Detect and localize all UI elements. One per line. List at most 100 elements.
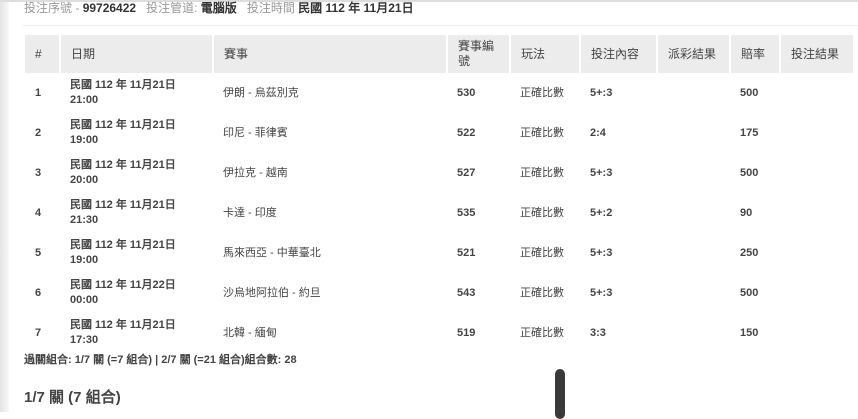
- time-value: 民國 112 年 11月21日: [298, 1, 414, 15]
- cell-match: 伊拉克 - 越南: [223, 166, 288, 179]
- scrollbar-thumb[interactable]: [555, 369, 565, 419]
- cell-odds: 500: [740, 166, 759, 179]
- top-border: [0, 0, 858, 2]
- table-row: 6 民國 112 年 11月22日 00:00 沙烏地阿拉伯 - 約旦 543 正確比數 5…: [25, 273, 853, 313]
- time-text: 20:00: [70, 174, 99, 186]
- cell-bet: 5+:3: [590, 246, 613, 259]
- cell-date: 民國 112 年 11月21日 17:30: [60, 313, 213, 353]
- column-header: 派彩結果: [656, 35, 730, 73]
- cell-result: [780, 113, 853, 153]
- cell-no: 5: [35, 246, 42, 259]
- column-header: 賠率: [729, 35, 780, 73]
- cell-no: 6: [35, 286, 42, 299]
- cell-result: [780, 233, 853, 273]
- cell-code: 543: [457, 286, 476, 299]
- cell-play: 正確比數: [520, 246, 564, 259]
- time-text: 19:00: [70, 134, 99, 146]
- time-text: 00:00: [70, 294, 99, 306]
- column-header: 賽事編號: [446, 35, 510, 73]
- cell-bet: 3:3: [590, 326, 606, 339]
- cell-play: 正確比數: [520, 166, 564, 179]
- table-row: 5 民國 112 年 11月21日 19:00 馬來西亞 - 中華臺北 521 正確比數 5…: [25, 233, 853, 273]
- date-text: 民國 112 年 11月21日: [70, 319, 176, 331]
- cell-bet: 2:4: [590, 126, 606, 139]
- cell-bet: 5+:3: [590, 286, 613, 299]
- table-row: 4 民國 112 年 11月21日 21:30 卡達 - 印度 535 正確比數 5+:2 9…: [25, 193, 853, 233]
- date-text: 民國 112 年 11月21日: [70, 79, 176, 91]
- cell-no: 2: [35, 126, 42, 139]
- cell-payout: [657, 233, 730, 273]
- cell-no: 3: [35, 166, 42, 179]
- time-text: 19:00: [70, 254, 99, 266]
- bet-table: # 日期 賽事 賽事編號 玩法 投注內容 派彩結果 賠率 投注結果 1 民國 112 年 11月2…: [25, 35, 853, 353]
- cell-bet: 5+:3: [590, 166, 613, 179]
- table-row: 7 民國 112 年 11月21日 17:30 北韓 - 緬甸 519 正確比數 3:3 15…: [25, 313, 853, 353]
- cell-play: 正確比數: [520, 206, 564, 219]
- time-label: 投注時間: [246, 1, 295, 15]
- cell-play: 正確比數: [520, 286, 564, 299]
- cell-code: 530: [457, 86, 476, 99]
- cell-match: 北韓 - 緬甸: [223, 326, 277, 339]
- cell-result: [780, 273, 853, 313]
- cell-result: [780, 313, 853, 353]
- cell-result: [780, 193, 853, 233]
- column-header: 投注結果: [779, 35, 853, 73]
- column-header: 日期: [59, 35, 213, 73]
- cell-code: 535: [457, 206, 476, 219]
- table-row: 1 民國 112 年 11月21日 21:00 伊朗 - 烏茲別克 530 正確比數 5+:…: [25, 73, 853, 113]
- cell-no: 7: [35, 326, 42, 339]
- time-text: 21:00: [70, 94, 99, 106]
- cell-date: 民國 112 年 11月21日 19:00: [60, 233, 213, 273]
- cell-code: 521: [457, 246, 476, 259]
- date-text: 民國 112 年 11月22日: [70, 279, 176, 291]
- cell-payout: [657, 73, 730, 113]
- date-text: 民國 112 年 11月21日: [70, 199, 176, 211]
- cell-no: 4: [35, 206, 42, 219]
- cell-payout: [657, 113, 730, 153]
- table-row: 2 民國 112 年 11月21日 19:00 印尼 - 菲律賓 522 正確比數 2:4 1…: [25, 113, 853, 153]
- cell-match: 伊朗 - 烏茲別克: [223, 86, 299, 99]
- cell-payout: [657, 273, 730, 313]
- channel-label: 投注管道:: [146, 1, 198, 15]
- cell-play: 正確比數: [520, 126, 564, 139]
- cell-payout: [657, 313, 730, 353]
- cell-date: 民國 112 年 11月21日 21:30: [60, 193, 213, 233]
- serial-label: 投注序號: [24, 1, 73, 15]
- column-header: 投注內容: [579, 35, 657, 73]
- cell-play: 正確比數: [520, 86, 564, 99]
- cell-code: 527: [457, 166, 476, 179]
- cell-code: 519: [457, 326, 476, 339]
- column-header: #: [25, 35, 60, 73]
- left-edge-shadow: [0, 0, 9, 412]
- cell-result: [780, 153, 853, 193]
- section-title: 1/7 關 (7 組合): [24, 389, 121, 406]
- date-text: 民國 112 年 11月21日: [70, 239, 176, 251]
- date-text: 民國 112 年 11月21日: [70, 159, 176, 171]
- cell-result: [780, 73, 853, 113]
- parlay-summary: 過關組合: 1/7 關 (=7 組合) | 2/7 關 (=21 組合)組合數:…: [24, 354, 297, 366]
- date-text: 民國 112 年 11月21日: [70, 119, 176, 131]
- cell-date: 民國 112 年 11月21日 21:00: [60, 73, 213, 113]
- cell-match: 馬來西亞 - 中華臺北: [223, 246, 321, 259]
- cell-no: 1: [35, 86, 42, 99]
- column-header: 玩法: [509, 35, 580, 73]
- cell-date: 民國 112 年 11月21日 20:00: [60, 153, 213, 193]
- cell-odds: 90: [740, 206, 753, 219]
- cell-match: 卡達 - 印度: [223, 206, 277, 219]
- cell-bet: 5+:2: [590, 206, 613, 219]
- cell-odds: 150: [740, 326, 759, 339]
- cell-payout: [657, 193, 730, 233]
- cell-match: 印尼 - 菲律賓: [223, 126, 288, 139]
- cell-bet: 5+:3: [590, 86, 613, 99]
- cell-date: 民國 112 年 11月21日 19:00: [60, 113, 213, 153]
- time-text: 17:30: [70, 334, 99, 346]
- cell-odds: 175: [740, 126, 759, 139]
- cell-payout: [657, 153, 730, 193]
- cell-odds: 500: [740, 86, 759, 99]
- cell-play: 正確比數: [520, 326, 564, 339]
- serial-value: 99726422: [82, 1, 137, 15]
- table-row: 3 民國 112 年 11月21日 20:00 伊拉克 - 越南 527 正確比數 5+:3…: [25, 153, 853, 193]
- cell-odds: 250: [740, 246, 759, 259]
- cell-date: 民國 112 年 11月22日 00:00: [60, 273, 213, 313]
- cell-odds: 500: [740, 286, 759, 299]
